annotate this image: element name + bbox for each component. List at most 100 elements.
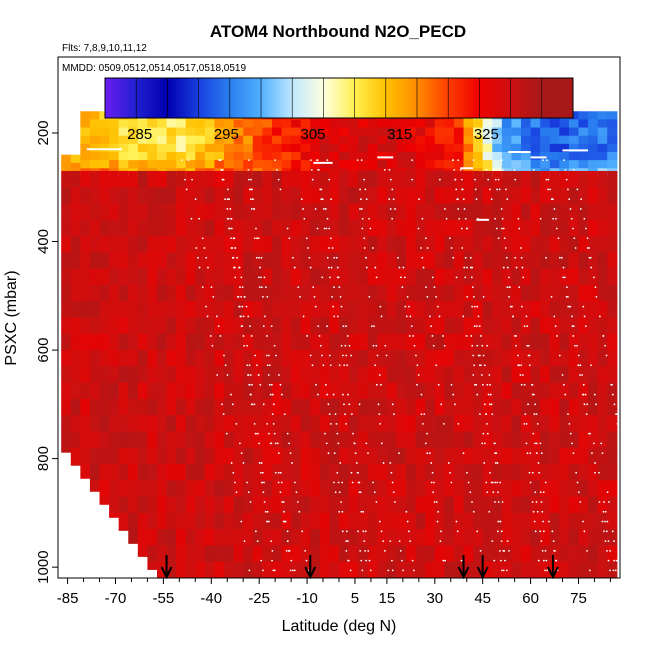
track-dot: [526, 452, 529, 455]
heatmap-cell: [521, 333, 532, 351]
track-dot: [343, 403, 345, 406]
heatmap-cell: [396, 398, 407, 416]
heatmap-cell: [224, 350, 235, 367]
heatmap-cell: [406, 431, 417, 449]
heatmap-cell: [549, 496, 560, 514]
heatmap-cell: [549, 119, 560, 129]
track-dot: [259, 471, 262, 474]
heatmap-cell: [271, 119, 283, 129]
heatmap-cell: [329, 366, 340, 384]
track-dot: [474, 188, 477, 191]
x-axis-label: Latitude (deg N): [282, 618, 397, 635]
heatmap-cell: [406, 496, 417, 514]
track-dot: [561, 374, 564, 376]
heatmap-cell: [482, 160, 493, 169]
track-dot: [233, 266, 236, 269]
track-dot: [469, 266, 472, 269]
heatmap-cell: [492, 382, 503, 400]
heatmap-cell: [214, 187, 225, 205]
heatmap-cell: [578, 333, 589, 351]
track-dot: [233, 481, 236, 484]
heatmap-cell: [386, 143, 398, 153]
heatmap-cell: [329, 350, 340, 367]
track-dot: [309, 354, 312, 357]
track-dot: [342, 325, 345, 328]
heatmap-cell: [540, 170, 551, 188]
track-dot: [254, 354, 257, 357]
heatmap-cell: [204, 187, 216, 205]
track-dot: [567, 295, 569, 298]
track-dot: [470, 276, 473, 279]
track-dot: [308, 256, 311, 259]
track-dot: [460, 178, 463, 181]
heatmap-cell: [291, 252, 302, 270]
heatmap-cell: [588, 151, 599, 161]
heatmap-cell: [339, 160, 350, 169]
track-dot: [501, 569, 503, 572]
heatmap-cell: [434, 561, 445, 578]
heatmap-cell: [473, 350, 484, 367]
y-tick-label: 1000: [35, 550, 52, 583]
heatmap-cell: [243, 496, 254, 514]
heatmap-cell: [607, 236, 618, 253]
heatmap-cell: [118, 301, 129, 319]
heatmap-cell: [578, 268, 589, 286]
heatmap-cell: [329, 333, 340, 351]
heatmap-cell: [473, 135, 484, 145]
heatmap-cell: [281, 529, 292, 547]
heatmap-cell: [348, 529, 359, 547]
heatmap-cell: [204, 333, 216, 351]
track-dot: [586, 549, 588, 552]
heatmap-cell: [281, 187, 292, 205]
heatmap-cell: [233, 512, 244, 530]
heatmap-cell: [530, 252, 541, 270]
heatmap-cell: [176, 447, 187, 465]
heatmap-cell: [549, 382, 560, 400]
heatmap-cell: [358, 219, 369, 237]
heatmap-cell: [568, 447, 580, 465]
track-dot: [569, 432, 572, 435]
track-dot: [277, 452, 280, 455]
heatmap-cell: [463, 119, 474, 129]
heatmap-cell: [597, 151, 608, 161]
heatmap-cell: [214, 382, 225, 400]
track-dot: [568, 422, 571, 425]
heatmap-cell: [339, 127, 350, 137]
heatmap-cell: [185, 219, 196, 237]
heatmap-cell: [473, 127, 484, 137]
heatmap-cell: [147, 350, 158, 367]
heatmap-cell: [396, 431, 407, 449]
heatmap-cell: [89, 127, 101, 137]
track-dot: [544, 549, 547, 552]
heatmap-cell: [463, 382, 474, 400]
track-dot: [328, 178, 331, 181]
heatmap-cell: [521, 301, 532, 319]
track-dot: [554, 549, 556, 552]
track-dot: [418, 198, 420, 201]
heatmap-cell: [243, 135, 254, 145]
heatmap-cell: [597, 127, 608, 137]
heatmap-cell: [319, 170, 331, 188]
heatmap-cell: [473, 496, 484, 514]
track-dot: [455, 276, 458, 279]
heatmap-cell: [214, 127, 225, 137]
heatmap-cell: [99, 333, 110, 351]
heatmap-cell: [530, 350, 541, 367]
track-dot: [272, 569, 275, 572]
heatmap-cell: [300, 317, 311, 335]
heatmap-cell: [233, 333, 244, 351]
track-dot: [591, 452, 593, 455]
track-dot: [280, 481, 283, 484]
heatmap-cell: [109, 127, 120, 137]
heatmap-cell: [511, 529, 522, 547]
heatmap-cell: [118, 529, 129, 531]
heatmap-cell: [568, 496, 580, 514]
track-dot: [360, 510, 363, 513]
heatmap-cell: [358, 512, 369, 530]
heatmap-cell: [156, 398, 168, 416]
heatmap-cell: [147, 143, 158, 153]
heatmap-cell: [252, 512, 263, 530]
heatmap-cell: [588, 398, 599, 416]
track-dot: [604, 510, 607, 513]
heatmap-cell: [99, 160, 110, 169]
